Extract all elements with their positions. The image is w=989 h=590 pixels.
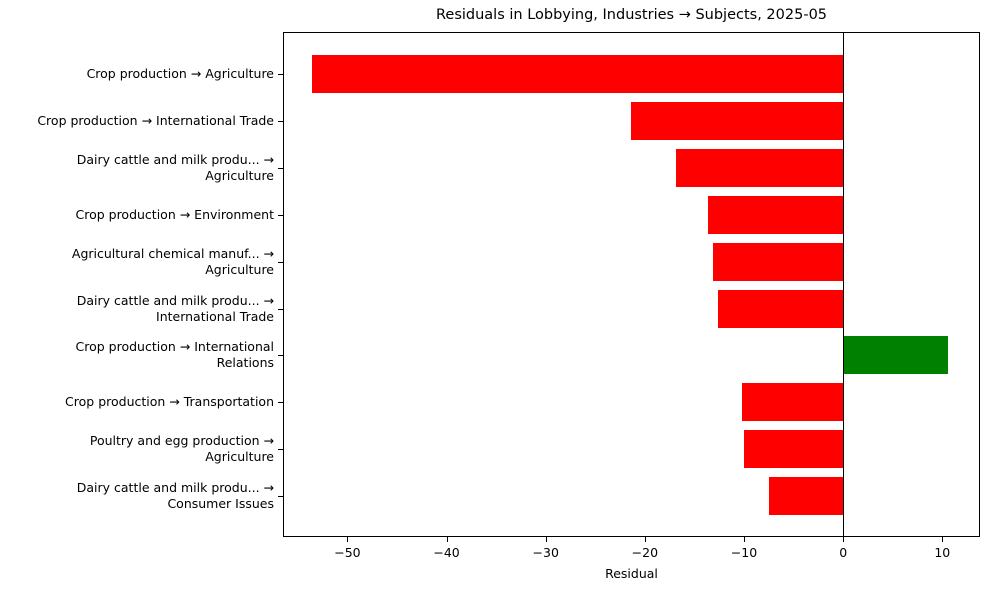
x-tick [744,537,746,542]
y-tick [278,496,283,498]
chart-title: Residuals in Lobbying, Industries → Subj… [435,7,828,23]
x-tick-label: −40 [433,545,460,560]
y-tick [278,355,283,357]
bar [742,383,844,422]
bar [843,336,949,375]
y-tick-label: Agricultural chemical manuf... → Agricul… [71,245,274,277]
y-tick [278,449,283,451]
bar [718,289,844,328]
bar [675,148,844,187]
zero-reference-line [843,33,845,536]
y-tick [278,120,283,122]
y-tick-label: Crop production → Agriculture [86,66,274,81]
y-tick [278,402,283,404]
y-tick-label: Poultry and egg production → Agriculture [89,433,274,465]
x-tick [347,537,349,542]
bar [631,101,844,140]
bar [744,430,844,469]
y-tick [278,261,283,263]
y-tick-label: Crop production → International Trade [37,112,274,128]
x-tick-label: 0 [839,545,848,560]
bar [713,242,844,281]
x-tick [545,537,547,542]
y-tick-label: Dairy cattle and milk produ... → Consume… [76,480,274,512]
y-tick [278,74,283,75]
bar [311,55,844,93]
x-tick [843,537,845,542]
y-tick-label: Dairy cattle and milk produ... → Interna… [76,292,274,324]
y-tick [278,214,283,216]
x-tick-label: −20 [631,545,659,560]
x-axis-label: Residual [605,566,658,581]
y-tick [278,308,283,310]
x-tick [446,537,448,542]
y-tick-label: Crop production → International Relation… [75,339,274,371]
y-tick-label: Crop production → Transportation [65,394,274,410]
y-tick [278,167,283,169]
x-tick-label: −10 [730,545,758,560]
x-tick [942,537,944,542]
y-tick-label: Crop production → Environment [75,206,274,222]
bar [768,477,844,516]
y-tick-label: Dairy cattle and milk produ... → Agricul… [76,151,274,183]
x-tick-label: 10 [934,545,951,560]
x-tick [644,537,646,542]
plot-area [283,32,980,537]
bar [708,195,844,234]
x-tick-label: −50 [334,545,361,560]
x-tick-label: −30 [532,545,559,560]
